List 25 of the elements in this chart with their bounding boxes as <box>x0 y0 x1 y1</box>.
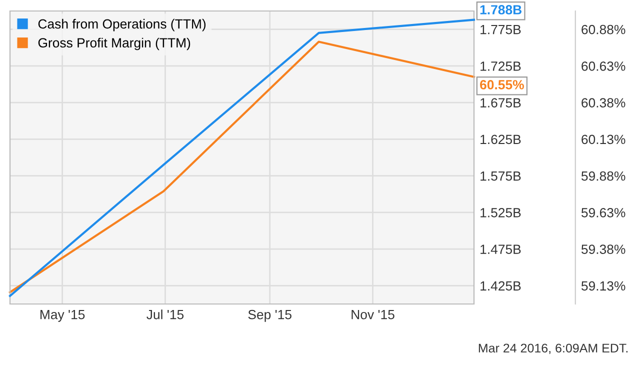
y-tick-label: 1.725B <box>480 62 521 71</box>
y2-tick-label: 59.13% <box>581 281 626 291</box>
y-tick-label: 1.475B <box>480 244 521 254</box>
data-label: 1.788B <box>480 5 522 14</box>
x-tick-label: Sep '15 <box>248 310 292 322</box>
y-tick-label: 1.425B <box>480 281 521 291</box>
y2-tick-label: 60.88% <box>582 24 626 34</box>
y2-tick-label: 60.13% <box>582 134 626 144</box>
data-label: 60.55% <box>480 80 524 90</box>
y-tick-label: 1.625B <box>480 134 521 144</box>
y-tick-label: 1.675B <box>480 98 521 108</box>
y2-tick-label: 60.38% <box>582 98 626 108</box>
y-tick-label: 1.575B <box>480 172 521 181</box>
legend-label: Cash from Operations (TTM) <box>38 18 206 32</box>
y-tick-label: 1.775B <box>480 25 521 34</box>
x-tick-label: Nov '15 <box>352 310 394 320</box>
legend-label: Gross Profit Margin (TTM) <box>38 38 190 50</box>
y-tick-label: 1.525B <box>480 208 521 218</box>
y2-tick-label: 60.63% <box>582 62 626 71</box>
x-tick-label: May '15 <box>40 310 85 322</box>
y2-tick-label: 59.63% <box>581 208 626 218</box>
y2-tick-label: 59.38% <box>581 244 626 254</box>
x-tick-label: Jul '15 <box>146 310 184 320</box>
y2-tick-label: 59.88% <box>581 171 626 181</box>
text: Mar 24 2016, 6:09AM EDT. <box>478 344 628 354</box>
